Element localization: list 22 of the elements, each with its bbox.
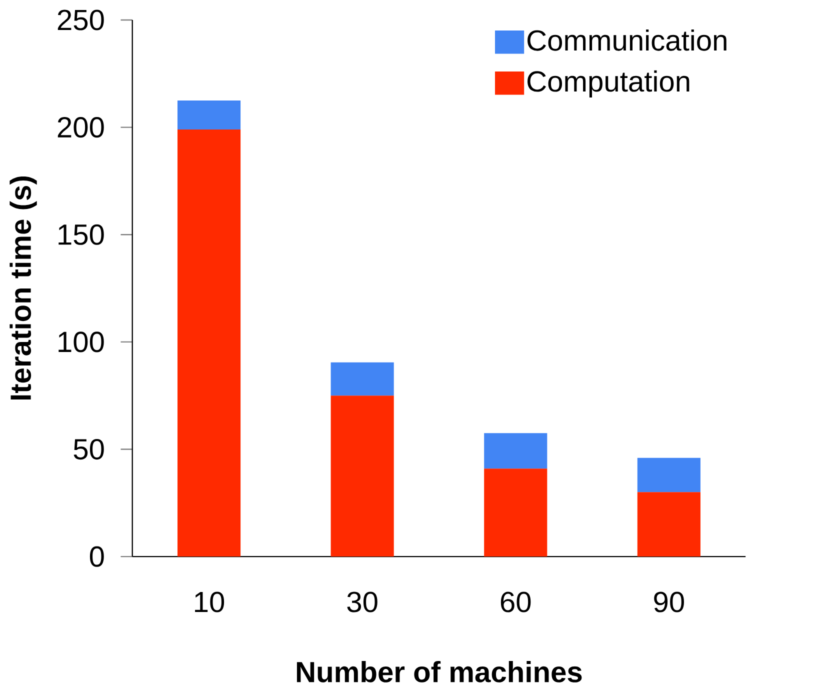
y-tick-label: 150 bbox=[58, 224, 104, 245]
bar bbox=[484, 433, 548, 468]
y-tick-label: 50 bbox=[74, 438, 104, 460]
x-axis-title: Number of machines bbox=[296, 660, 582, 682]
y-tick-label: 250 bbox=[58, 10, 104, 30]
y-tick-label: 0 bbox=[90, 546, 104, 567]
bar bbox=[177, 100, 241, 130]
x-tick-label: 90 bbox=[654, 592, 684, 612]
y-tick-label: 100 bbox=[58, 332, 104, 352]
bar bbox=[484, 468, 548, 556]
y-axis-title: Iteration time (s) bbox=[10, 176, 37, 400]
y-tick-label: 200 bbox=[58, 116, 104, 138]
bar bbox=[637, 458, 700, 492]
legend-label: Communication bbox=[528, 29, 726, 51]
x-tick-label: 30 bbox=[347, 592, 378, 612]
bar bbox=[177, 129, 241, 556]
bar bbox=[330, 396, 394, 556]
x-tick-label: 60 bbox=[500, 592, 531, 612]
bar bbox=[330, 362, 394, 396]
x-tick-label: 10 bbox=[195, 592, 224, 612]
legend-label: Computation bbox=[528, 70, 690, 98]
bar bbox=[637, 492, 700, 556]
